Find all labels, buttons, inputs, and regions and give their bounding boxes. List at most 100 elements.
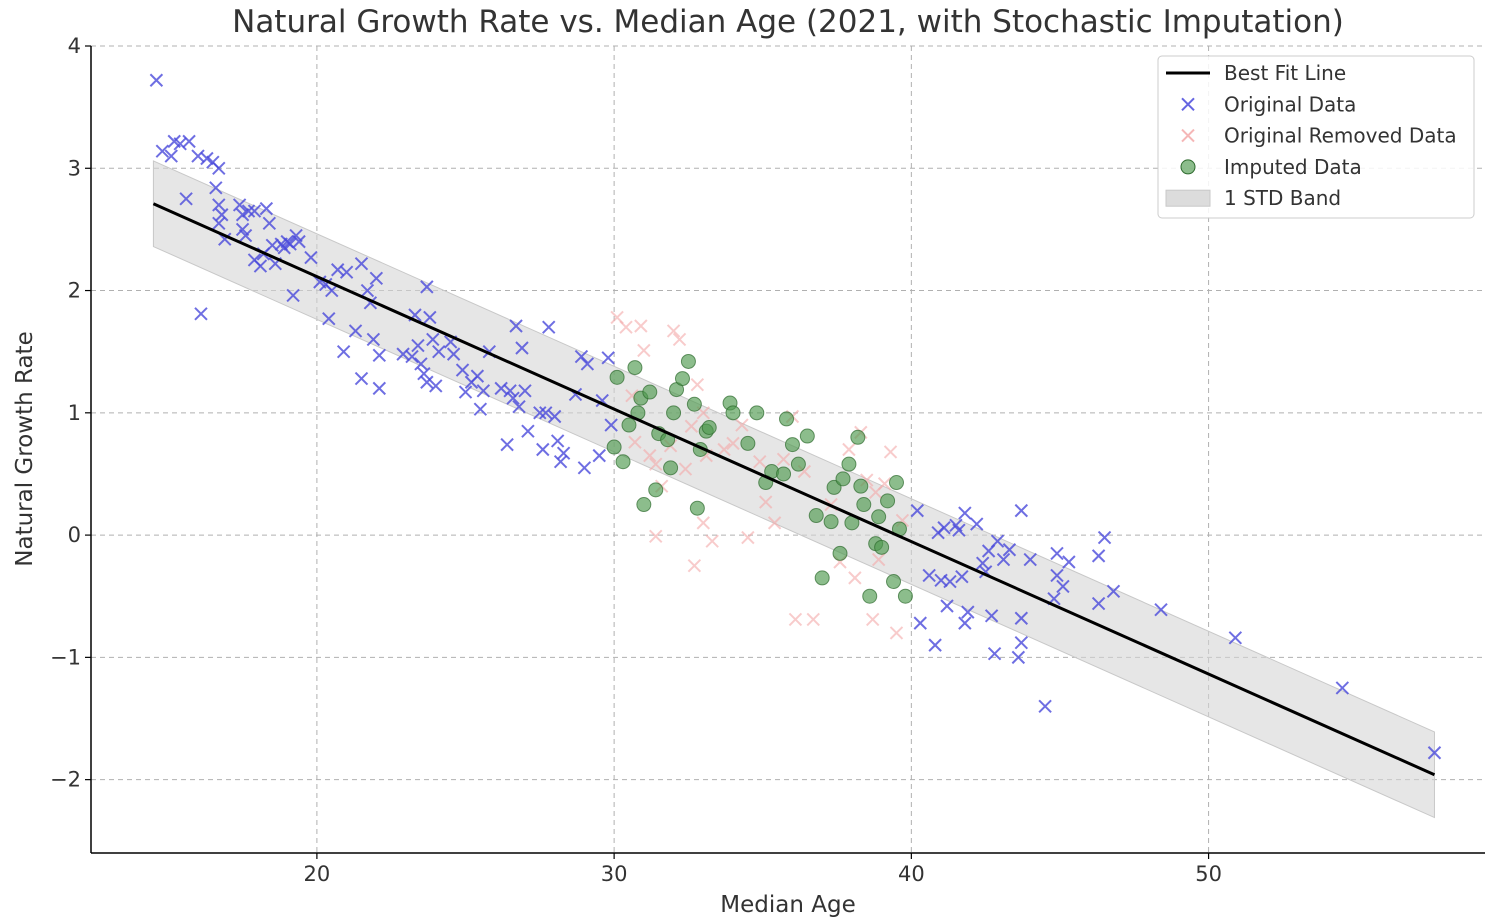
original-data-point <box>592 448 606 463</box>
original-data-point <box>547 409 562 424</box>
removed-data-point <box>649 529 663 544</box>
imputed-data-point <box>642 384 658 400</box>
original-data-point <box>232 198 247 212</box>
original-data-point <box>396 347 410 361</box>
imputed-data-point <box>799 428 815 444</box>
original-data-point <box>958 616 972 630</box>
imputed-data-point <box>862 588 878 604</box>
original-data-point <box>506 391 520 405</box>
removed-data-point <box>806 612 820 627</box>
original-data-point <box>1014 503 1029 518</box>
original-data-point <box>1014 611 1029 625</box>
removed-data-point <box>871 552 886 567</box>
y-tick-label: 3 <box>68 156 81 180</box>
original-data-point <box>354 371 369 386</box>
original-data-point <box>550 434 565 448</box>
original-data-point <box>191 149 205 163</box>
removed-data-point <box>690 377 705 392</box>
original-data-point <box>420 375 434 389</box>
x-tick-label: 30 <box>601 862 628 886</box>
legend-label: 1 STD Band <box>1224 186 1341 210</box>
original-data-point <box>286 288 300 303</box>
removed-data-point <box>753 455 767 469</box>
original-data-point <box>238 228 253 243</box>
removed-data-point <box>687 558 702 573</box>
original-data-point <box>1050 568 1064 583</box>
removed-data-point <box>735 418 749 432</box>
original-data-point <box>1014 635 1029 650</box>
original-data-point <box>215 208 229 222</box>
original-data-point <box>366 332 381 347</box>
original-data-point <box>604 418 618 432</box>
removed-data-point <box>619 320 633 334</box>
original-data-point <box>360 283 375 298</box>
imputed-data-point <box>886 574 902 590</box>
removed-data-point <box>741 530 755 545</box>
imputed-data-point <box>666 405 682 421</box>
imputed-data-point <box>856 497 872 513</box>
imputed-data-point <box>701 419 717 435</box>
y-tick-label: −1 <box>50 645 81 669</box>
imputed-data-point <box>663 460 679 476</box>
original-data-point <box>521 424 535 438</box>
imputed-data-point <box>888 475 904 491</box>
removed-data-point <box>767 516 782 530</box>
original-data-point <box>1427 746 1442 760</box>
imputed-data-point <box>814 570 830 586</box>
imputed-data-point <box>615 454 631 470</box>
original-data-point <box>372 381 387 396</box>
removed-data-point <box>643 448 657 463</box>
x-axis-ticks: 20 30 40 50 <box>304 853 1222 886</box>
original-data-point <box>292 234 306 249</box>
original-data-point <box>601 351 615 365</box>
original-data-point <box>194 307 208 321</box>
original-data-point <box>420 280 434 294</box>
original-data-point <box>405 349 419 364</box>
legend-entry: Original Removed Data <box>1181 124 1457 148</box>
original-data-point <box>414 357 428 371</box>
removed-data-point <box>889 626 904 640</box>
legend-label: Best Fit Line <box>1224 61 1346 85</box>
original-data-point <box>1050 546 1064 561</box>
imputed-data-point <box>835 471 851 487</box>
legend-label: Original Removed Data <box>1224 124 1457 148</box>
original-data-point <box>182 134 196 149</box>
original-data-point <box>200 151 214 166</box>
original-data-point <box>928 638 942 652</box>
imputed-data-point <box>609 369 625 385</box>
removed-data-point <box>877 477 892 491</box>
original-data-point <box>970 517 984 531</box>
original-data-point <box>910 503 925 518</box>
original-data-point <box>515 341 529 355</box>
original-data-point <box>212 161 226 175</box>
original-data-point <box>943 574 957 589</box>
removed-data-point <box>696 516 710 530</box>
legend-label: Imputed Data <box>1224 155 1362 179</box>
imputed-data-point <box>880 493 896 509</box>
original-data-point <box>961 605 975 619</box>
original-data-point <box>247 204 262 218</box>
original-data-point <box>235 208 250 222</box>
legend-label: Original Data <box>1224 92 1356 116</box>
imputed-data-point <box>784 437 800 453</box>
x-tick-label: 20 <box>304 862 331 886</box>
original-data-point <box>417 366 431 381</box>
original-data-point <box>423 310 437 325</box>
removed-data-point <box>672 332 687 347</box>
original-data-point <box>348 324 363 338</box>
original-data-point <box>539 406 553 420</box>
imputed-data-point <box>808 508 824 524</box>
imputed-data-point <box>871 509 887 525</box>
removed-data-point <box>634 319 648 333</box>
imputed-data-point <box>636 497 652 513</box>
imputed-data-point <box>897 588 913 604</box>
original-data-point <box>164 149 178 163</box>
original-data-point <box>429 379 443 393</box>
original-data-point <box>330 263 345 277</box>
legend-entry: Imputed Data <box>1180 155 1362 179</box>
legend-circle-swatch <box>1180 159 1196 175</box>
original-data-point <box>1091 549 1106 563</box>
imputed-data-point <box>779 411 795 427</box>
removed-data-point <box>759 495 773 509</box>
imputed-data-point <box>790 456 806 472</box>
